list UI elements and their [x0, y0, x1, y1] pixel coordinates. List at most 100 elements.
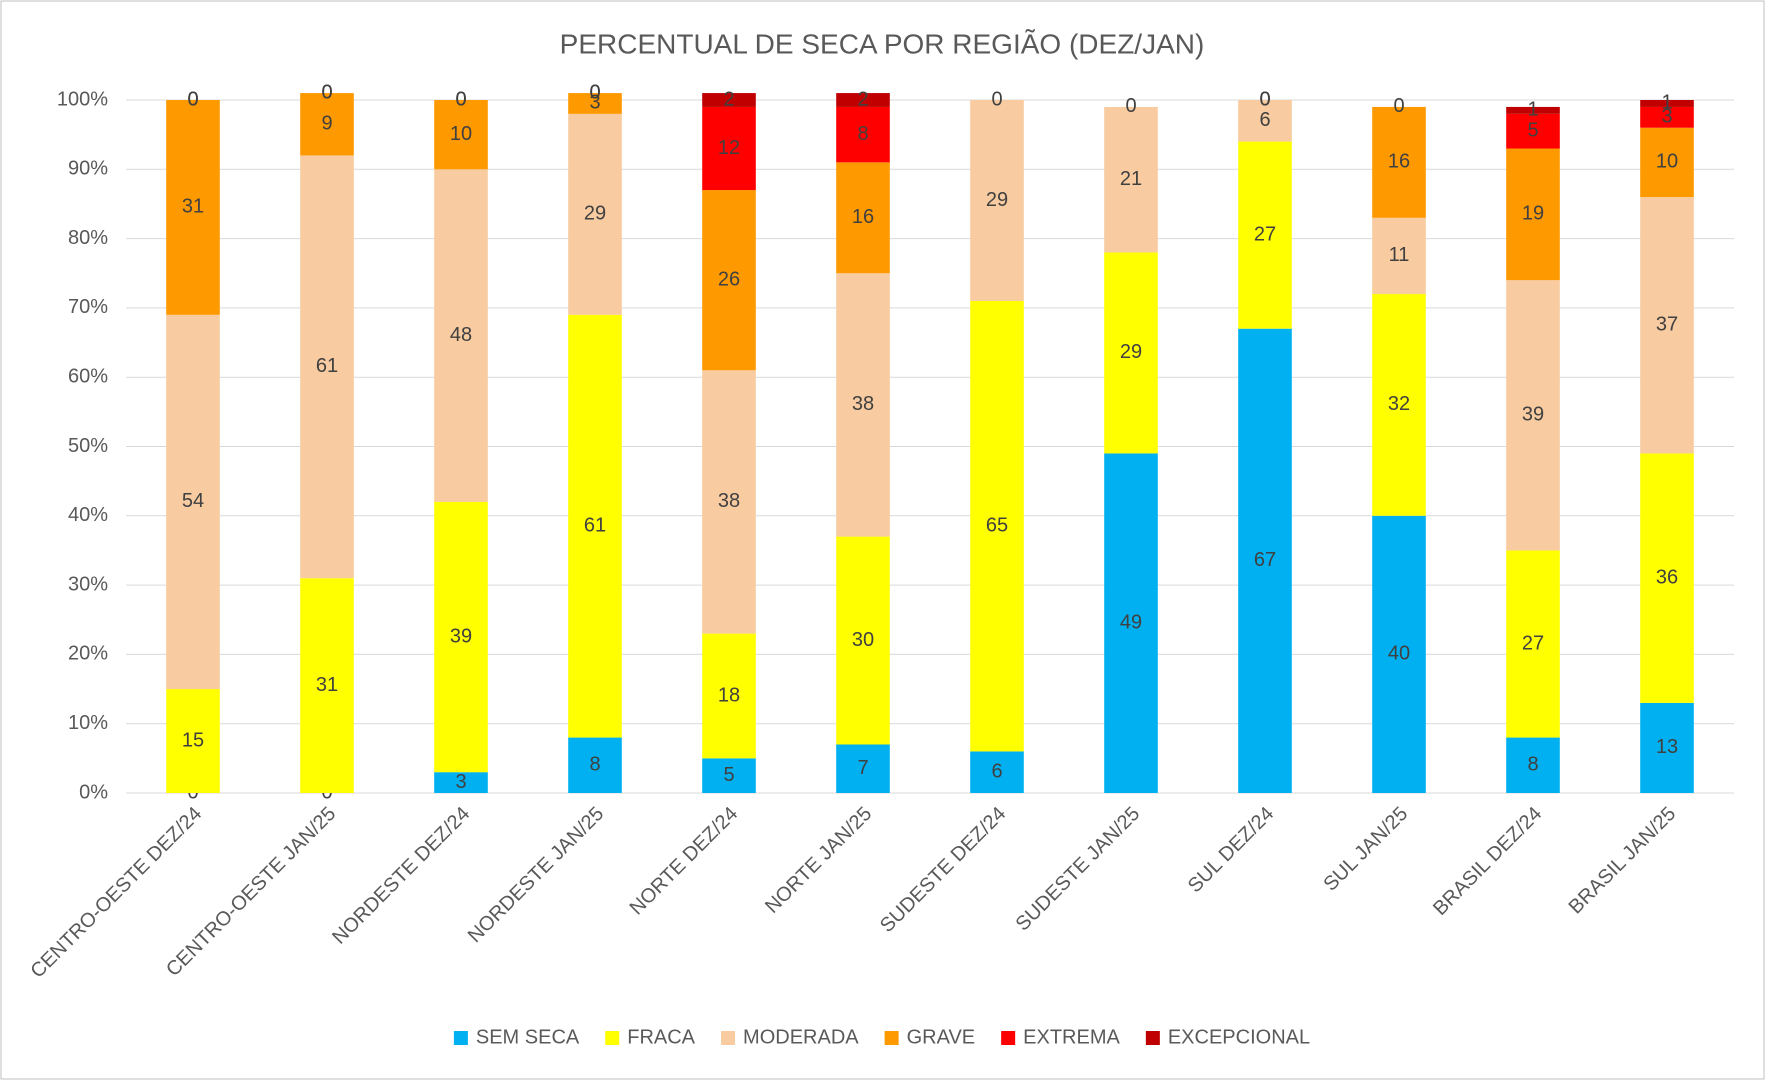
bar-segment [836, 536, 890, 745]
data-label: 10 [1656, 151, 1678, 173]
data-label: 49 [1120, 611, 1142, 633]
bar-segment [970, 751, 1024, 793]
data-label: 54 [182, 490, 204, 512]
data-label: 9 [321, 113, 332, 135]
data-label: 0 [321, 81, 332, 103]
data-label: 2 [723, 88, 734, 110]
data-label: 8 [1527, 754, 1538, 776]
bar-segment [1506, 106, 1560, 114]
data-label: 0 [187, 88, 198, 110]
bar-segment [702, 758, 756, 793]
bar-segment [166, 689, 220, 793]
data-label: 12 [718, 137, 740, 159]
data-label: 15 [182, 729, 204, 751]
bar-segment [1640, 453, 1694, 703]
data-label: 0 [991, 88, 1002, 110]
bar-segment [568, 113, 622, 315]
data-label: 3 [589, 92, 600, 114]
chart-title: PERCENTUAL DE SECA POR REGIÃO (DEZ/JAN) [560, 28, 1205, 59]
bar-segment [1372, 217, 1426, 295]
data-label: 1 [1527, 99, 1538, 121]
legend-label: FRACA [627, 1026, 695, 1048]
bar-segment [1640, 702, 1694, 793]
data-label: 61 [584, 514, 606, 536]
data-label: 1 [1661, 92, 1672, 114]
y-tick-label: 90% [68, 158, 108, 180]
y-tick-label: 100% [57, 88, 108, 110]
legend-label: MODERADA [743, 1026, 859, 1048]
y-tick-label: 40% [68, 504, 108, 526]
data-label: 8 [857, 123, 868, 145]
bar-segment [300, 155, 354, 579]
data-label: 11 [1389, 244, 1410, 266]
data-label: 19 [1522, 203, 1544, 225]
data-label: 0 [1259, 88, 1270, 110]
y-tick-label: 70% [68, 296, 108, 318]
y-tick-label: 0% [79, 781, 108, 803]
data-label: 31 [316, 674, 338, 696]
data-label: 30 [852, 629, 874, 651]
data-label: 29 [986, 189, 1008, 211]
data-label: 10 [450, 123, 472, 145]
data-label: 6 [991, 760, 1002, 782]
bar-segment [1104, 106, 1158, 253]
data-label: 18 [718, 684, 740, 706]
bar-segment [1640, 106, 1694, 128]
data-label: 27 [1254, 223, 1276, 245]
data-label: 29 [584, 203, 606, 225]
bar-segment [568, 737, 622, 793]
data-label: 65 [986, 514, 1008, 536]
bar-segment [702, 190, 756, 371]
data-label: 21 [1120, 168, 1142, 190]
bar-segment [1238, 100, 1292, 142]
bar-segment [702, 633, 756, 759]
data-label: 3 [1661, 106, 1672, 128]
bar-segment [1506, 148, 1560, 281]
data-label: 48 [450, 324, 472, 346]
legend-label: GRAVE [907, 1026, 976, 1048]
bar-segment [1238, 141, 1292, 329]
bar-segment [568, 93, 622, 114]
data-label: 39 [450, 625, 472, 647]
bar-segment [300, 93, 354, 156]
data-label: 5 [723, 764, 734, 786]
legend-swatch [721, 1031, 736, 1045]
data-label: 5 [1527, 119, 1538, 141]
legend-swatch [1145, 1031, 1160, 1045]
bar-segment [1506, 113, 1560, 149]
bar-segment [568, 314, 622, 738]
data-label: 0 [455, 88, 466, 110]
data-label: 67 [1254, 549, 1276, 571]
bar-segment [434, 100, 488, 170]
data-label: 0 [455, 88, 466, 110]
bar-segment [1238, 328, 1292, 793]
bar-segment [434, 169, 488, 502]
legend-label: EXCEPCIONAL [1168, 1026, 1310, 1048]
bar-segment [836, 162, 890, 274]
bar-segment [1372, 515, 1426, 793]
bar-segment [702, 93, 756, 107]
data-label: 0 [187, 88, 198, 110]
bar-segment [434, 501, 488, 773]
bar-segment [702, 370, 756, 634]
bar-segment [836, 273, 890, 537]
data-label: 0 [1125, 95, 1136, 117]
data-label: 16 [852, 206, 874, 228]
bar-segment [1372, 294, 1426, 516]
data-label: 7 [857, 757, 868, 779]
y-tick-label: 20% [68, 643, 108, 665]
bar-segment [1640, 100, 1694, 107]
data-label: 16 [1388, 151, 1410, 173]
data-label: 0 [589, 81, 600, 103]
data-label: 6 [1259, 109, 1270, 131]
bar-segment [970, 100, 1024, 301]
y-tick-label: 30% [68, 573, 108, 595]
bar-segment [166, 314, 220, 690]
data-label: 3 [455, 771, 466, 793]
bar-segment [836, 744, 890, 793]
data-label: 32 [1388, 393, 1410, 415]
y-tick-label: 50% [68, 435, 108, 457]
data-label: 2 [857, 88, 868, 110]
bar-segment [836, 106, 890, 163]
